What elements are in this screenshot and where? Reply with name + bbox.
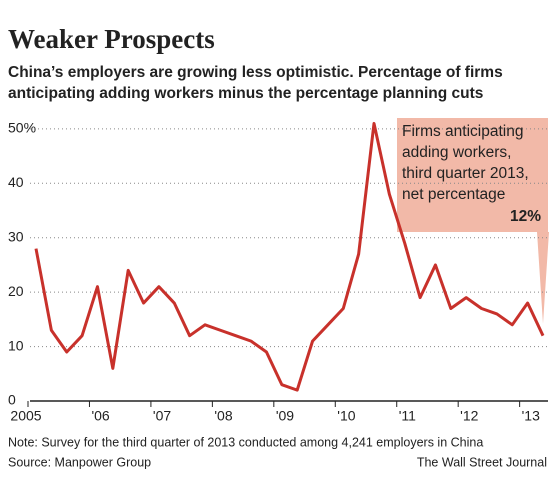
y-tick-label: 10 <box>8 337 24 353</box>
note: Note: Survey for the third quarter of 20… <box>8 435 483 449</box>
annotation-value: 12% <box>510 208 541 225</box>
x-tick-label: '11 <box>399 408 416 424</box>
source: Source: Manpower Group <box>8 455 151 469</box>
annotation: adding workers, <box>402 144 511 161</box>
y-tick-label: 30 <box>8 228 24 244</box>
subtitle: anticipating adding workers minus the pe… <box>8 85 483 102</box>
credit: The Wall Street Journal <box>417 455 547 469</box>
annotation-box <box>397 118 549 324</box>
chart-title: Weaker Prospects <box>8 24 215 54</box>
x-tick-label: '09 <box>276 408 294 424</box>
y-tick-label: 0 <box>8 392 16 408</box>
annotation: Firms anticipating <box>402 123 523 140</box>
subtitle: China’s employers are growing less optim… <box>8 64 503 81</box>
line <box>34 121 545 392</box>
x-tick-label: '06 <box>91 408 109 424</box>
y-tick-label: 40 <box>8 174 24 190</box>
x-tick-label: '08 <box>214 408 232 424</box>
annotation: net percentage <box>402 186 505 203</box>
x-tick-label: '12 <box>460 408 478 424</box>
y-tick-label: 50% <box>8 120 36 136</box>
x-tick-label: '10 <box>337 408 355 424</box>
x-tick-label: 2005 <box>10 408 41 424</box>
x-tick-label: '13 <box>522 408 540 424</box>
x-tick-label: '07 <box>153 408 171 424</box>
y-tick-label: 20 <box>8 283 24 299</box>
annotation: third quarter 2013, <box>402 165 529 182</box>
